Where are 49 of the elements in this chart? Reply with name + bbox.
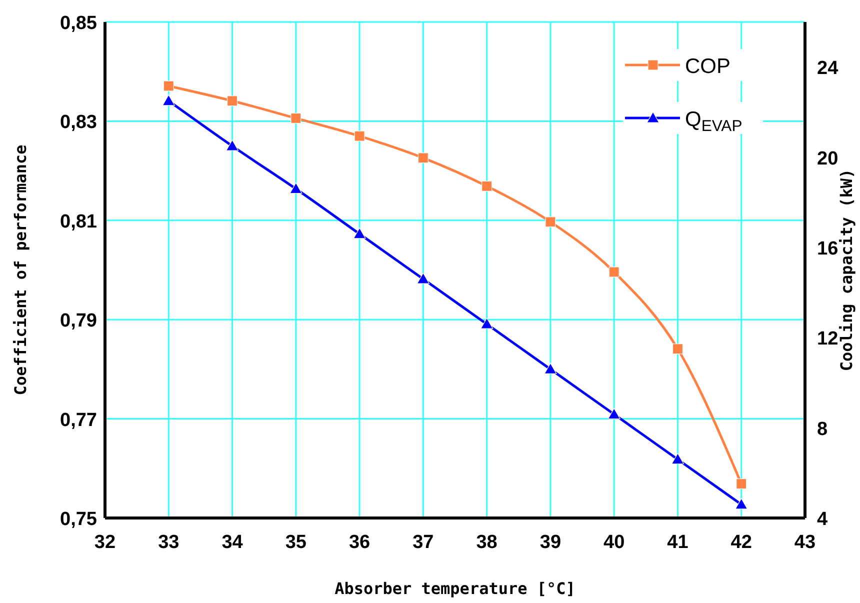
- y-tick-label: 0,77: [60, 410, 97, 431]
- x-axis-title: Absorber temperature [°C]: [334, 579, 576, 598]
- x-tick-label: 39: [540, 532, 562, 553]
- point: [416, 272, 430, 284]
- y-axis-title: Coefficient of performance: [11, 144, 30, 396]
- y-tick-label: 0,83: [60, 112, 97, 134]
- x-tick-label: 40: [604, 532, 625, 553]
- y2-tick-label: 12: [817, 328, 838, 350]
- legend-label: COP: [685, 55, 731, 78]
- y2-axis-title: Cooling capacity (kW): [837, 168, 856, 372]
- x-tick-label: 34: [222, 532, 244, 553]
- point: [480, 318, 494, 329]
- point: [354, 130, 365, 142]
- point: [482, 180, 492, 192]
- point: [163, 80, 174, 92]
- point: [736, 478, 747, 490]
- y-tick-label: 0,81: [60, 211, 98, 232]
- point: [162, 94, 175, 106]
- point: [671, 453, 684, 464]
- y2-tick-label: 4: [817, 509, 828, 530]
- point: [544, 362, 557, 374]
- x-tick-label: 41: [667, 532, 689, 553]
- y2-tick-label: 16: [817, 238, 838, 260]
- y2-tick-label: 24: [817, 58, 839, 80]
- point: [672, 344, 684, 354]
- x-tick-label: 42: [730, 532, 752, 553]
- point: [418, 152, 428, 164]
- point: [290, 182, 302, 194]
- y-tick-label: 0,85: [60, 13, 98, 34]
- point: [226, 96, 238, 106]
- point: [226, 140, 239, 151]
- x-tick-label: 32: [94, 532, 116, 553]
- legend-label: Q$_{EVAP}$: [685, 108, 742, 135]
- x-tick-label: 33: [158, 532, 180, 553]
- point: [545, 216, 556, 228]
- x-tick-label: 38: [476, 532, 498, 553]
- x-tick-label: 35: [285, 532, 307, 553]
- point: [608, 408, 620, 420]
- point: [735, 498, 748, 510]
- point: [290, 112, 302, 124]
- point: [608, 266, 620, 278]
- y-tick-label: 0,75: [60, 509, 98, 530]
- y2-tick-label: 20: [817, 148, 838, 170]
- x-tick-label: 37: [412, 532, 434, 553]
- point: [353, 228, 366, 239]
- y-tick-label: 0,79: [60, 310, 97, 332]
- y2-tick-label: 8: [817, 418, 828, 440]
- x-tick-label: 36: [348, 532, 370, 553]
- x-tick-label: 43: [794, 532, 816, 553]
